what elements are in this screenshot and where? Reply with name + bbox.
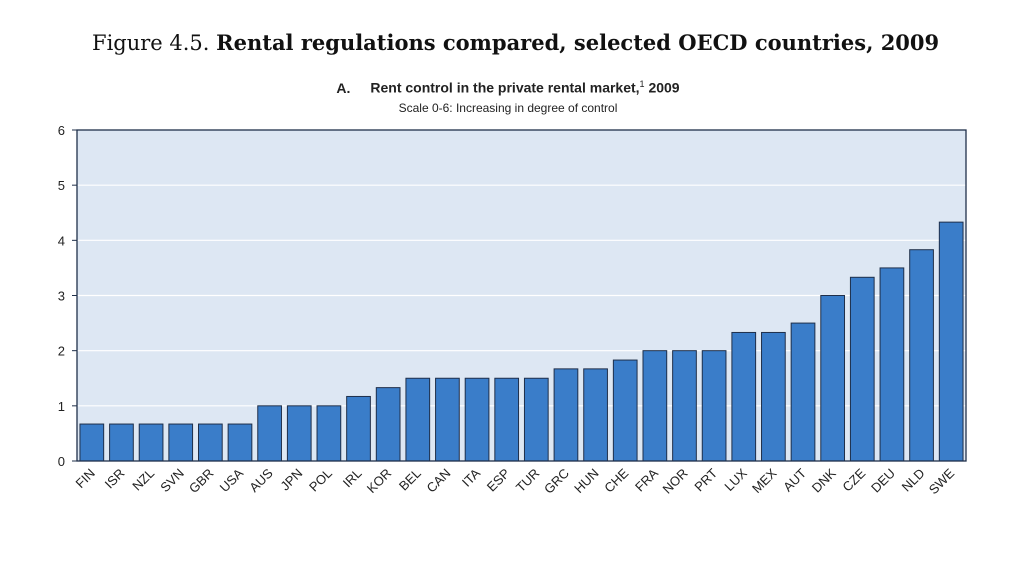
x-tick-label: SVN	[157, 466, 187, 496]
bar-fin	[79, 423, 105, 462]
y-tick-label: 1	[58, 399, 65, 414]
y-tick-label: 6	[58, 123, 65, 138]
bar-gbr	[198, 423, 223, 462]
bar-grc	[553, 368, 579, 462]
bar-nor	[672, 350, 697, 462]
x-tick-label: POL	[306, 466, 335, 495]
panel-letter: A.	[336, 79, 351, 96]
panel-title: A. Rent control in the private rental mar…	[0, 79, 1016, 96]
bar-prt	[701, 350, 727, 462]
figure-main-title: Rental regulations compared, selected OE…	[216, 30, 940, 55]
y-tick-label: 0	[58, 454, 65, 469]
bar-svn	[168, 423, 194, 462]
bar-kor	[375, 387, 401, 462]
x-tick-label: LUX	[721, 465, 750, 494]
panel-subtitle: Scale 0-6: Increasing in degree of contr…	[398, 101, 618, 115]
bar-dnk	[820, 295, 846, 462]
bar-irl	[346, 395, 371, 462]
bar-aut	[790, 322, 816, 462]
panel-year: 2009	[648, 79, 680, 96]
x-tick-label: BEL	[396, 466, 424, 494]
x-tick-label: CZE	[839, 465, 868, 494]
bar-fra	[642, 350, 668, 462]
x-tick-label: ISR	[102, 466, 128, 492]
bar-aus	[257, 405, 282, 462]
x-tick-label: AUT	[780, 465, 809, 494]
x-tick-label: PRT	[691, 465, 720, 494]
bar-bel	[405, 377, 431, 462]
y-tick-label: 4	[58, 233, 65, 248]
bar-jpn	[286, 405, 312, 462]
x-tick-label: USA	[217, 465, 247, 495]
x-tick-label: KOR	[364, 466, 395, 497]
x-tick-label: CHE	[601, 465, 631, 495]
bar-pol	[316, 405, 342, 462]
bar-che	[612, 359, 638, 462]
x-tick-label: NZL	[129, 466, 157, 494]
bar-ita	[464, 377, 490, 462]
x-tick-label: FRA	[632, 465, 661, 494]
x-tick-label: ITA	[459, 465, 483, 489]
bar-tur	[523, 377, 549, 462]
x-tick-label: NOR	[660, 466, 691, 497]
bar-nld	[909, 249, 934, 462]
x-tick-label: FIN	[73, 466, 98, 491]
panel-title-text: Rent control in the private rental marke…	[370, 79, 640, 96]
x-tick-label: DNK	[809, 465, 839, 495]
x-tick-label: CAN	[424, 466, 454, 496]
bar-cze	[849, 276, 875, 462]
y-tick-label: 2	[58, 344, 65, 359]
x-tick-label: JPN	[277, 466, 305, 494]
x-tick-label: NLD	[899, 466, 928, 495]
bar-deu	[879, 267, 905, 462]
x-tick-label: HUN	[571, 466, 602, 497]
bar-swe	[938, 221, 964, 462]
bar-isr	[109, 423, 134, 462]
figure-title: Figure 4.5. Rental regulations compared,…	[92, 30, 939, 55]
figure-label: Figure 4.5.	[92, 31, 210, 55]
bar-mex	[761, 331, 786, 462]
x-tick-label: DEU	[868, 466, 898, 496]
x-tick-label: GRC	[541, 466, 572, 497]
x-tick-label: MEX	[749, 465, 780, 496]
x-tick-label: SWE	[926, 465, 958, 497]
plot-border	[76, 129, 967, 462]
y-tick-label: 5	[58, 178, 65, 193]
x-tick-label: TUR	[513, 466, 542, 495]
bar-can	[435, 377, 460, 462]
bar-esp	[494, 377, 520, 462]
x-tick-label: AUS	[246, 465, 276, 495]
x-tick-label: IRL	[340, 466, 365, 491]
bar-nzl	[138, 423, 164, 462]
bar-hun	[583, 368, 608, 462]
bar-usa	[227, 423, 253, 462]
x-tick-label: ESP	[484, 466, 513, 495]
footnote-marker: 1	[639, 79, 645, 89]
bar-lux	[731, 331, 757, 462]
x-tick-label: GBR	[186, 466, 217, 497]
y-tick-label: 3	[58, 289, 65, 304]
